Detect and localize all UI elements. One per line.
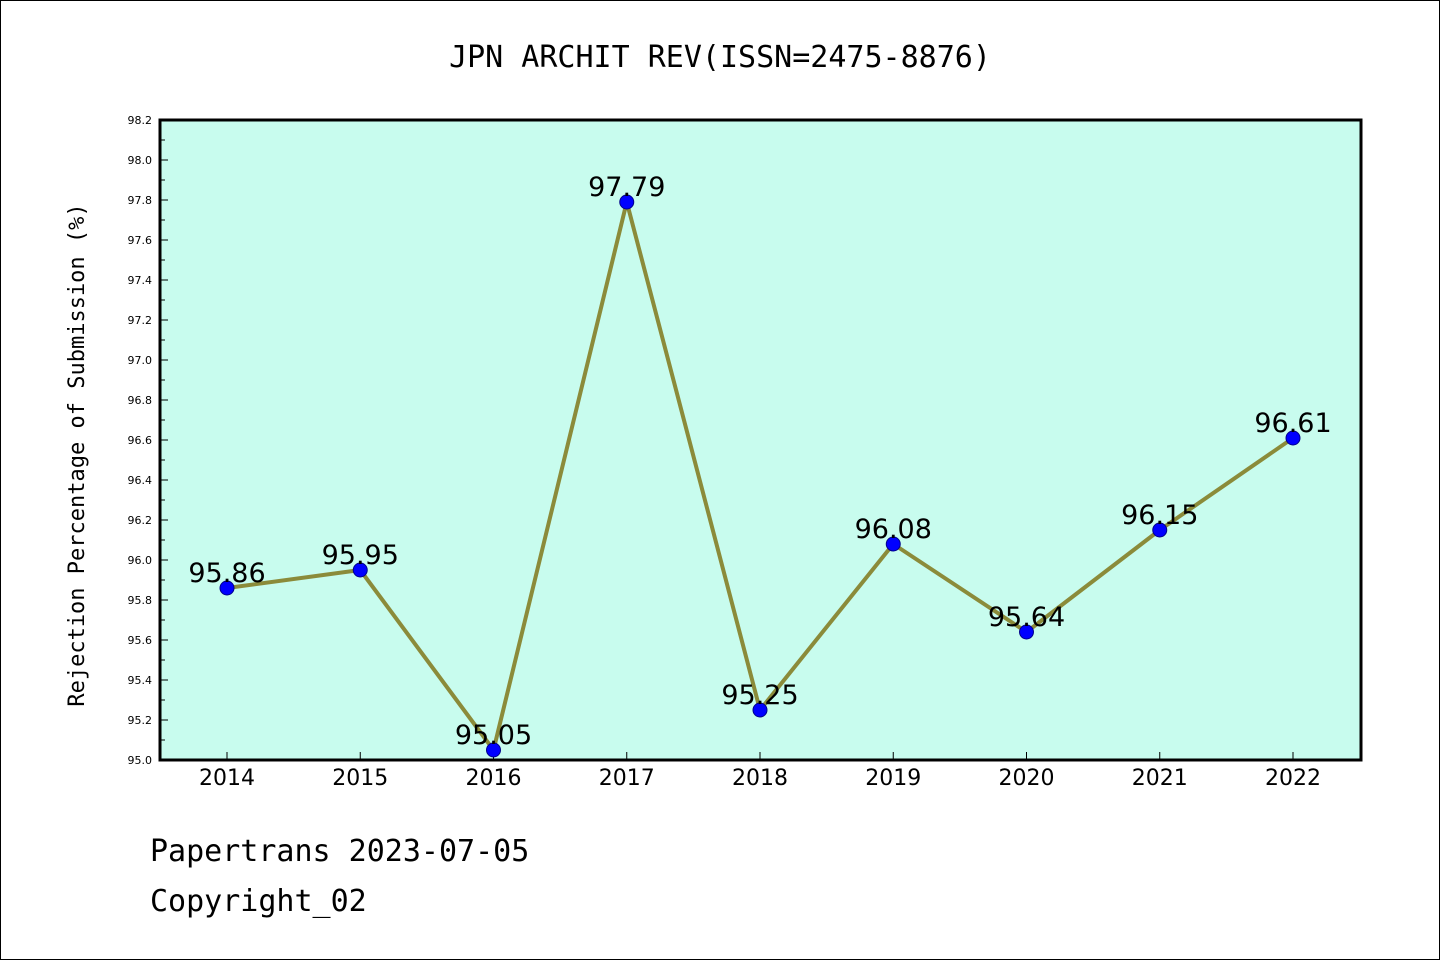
x-axis-ticks: 2014 2015 2016 2017 2018 2019 2020 2021 2022 bbox=[199, 752, 1321, 791]
data-point bbox=[619, 194, 635, 210]
data-label: 96.08 bbox=[855, 514, 932, 545]
x-tick-label: 2022 bbox=[1265, 766, 1321, 791]
x-tick-label: 2017 bbox=[599, 766, 655, 791]
y-axis-label: Rejection Percentage of Submission (%) bbox=[65, 203, 90, 706]
data-labels: 95.86 95.95 95.05 97.79 95.25 96.08 95.64 96.15… bbox=[188, 172, 1331, 751]
y-tick-label: 98.2 bbox=[128, 114, 153, 127]
data-label: 95.64 bbox=[988, 602, 1065, 633]
data-point bbox=[885, 536, 901, 552]
x-tick-label: 2016 bbox=[466, 766, 522, 791]
y-tick-label: 96.6 bbox=[128, 434, 153, 447]
data-label: 95.86 bbox=[188, 558, 265, 589]
y-tick-label: 96.2 bbox=[128, 514, 153, 527]
footer-copyright: Copyright_02 bbox=[150, 884, 367, 919]
data-point bbox=[1152, 522, 1168, 538]
data-points bbox=[219, 194, 1301, 758]
data-label: 97.79 bbox=[588, 172, 665, 203]
data-point bbox=[1285, 430, 1301, 446]
footer-date: Papertrans 2023-07-05 bbox=[150, 834, 530, 869]
x-tick-label: 2020 bbox=[999, 766, 1055, 791]
y-tick-label: 95.0 bbox=[128, 754, 153, 767]
y-tick-label: 97.2 bbox=[128, 314, 153, 327]
data-label: 95.95 bbox=[322, 540, 399, 571]
data-point bbox=[752, 702, 768, 718]
y-tick-label: 97.6 bbox=[128, 234, 153, 247]
y-tick-label: 96.8 bbox=[128, 394, 153, 407]
y-tick-label: 95.4 bbox=[128, 674, 153, 687]
y-tick-label: 96.0 bbox=[128, 554, 153, 567]
data-label: 95.25 bbox=[721, 680, 798, 711]
y-tick-label: 95.6 bbox=[128, 634, 153, 647]
y-tick-label: 98.0 bbox=[128, 154, 153, 167]
data-point bbox=[486, 742, 501, 758]
y-tick-label: 95.8 bbox=[128, 594, 153, 607]
data-label: 96.15 bbox=[1121, 500, 1198, 531]
y-tick-label: 97.0 bbox=[128, 354, 153, 367]
chart-title: JPN ARCHIT REV(ISSN=2475-8876) bbox=[449, 40, 991, 75]
data-point bbox=[352, 562, 368, 578]
x-tick-label: 2014 bbox=[199, 766, 255, 791]
data-point bbox=[1019, 624, 1034, 640]
data-label: 96.61 bbox=[1254, 408, 1331, 439]
data-point bbox=[219, 580, 235, 596]
x-tick-label: 2021 bbox=[1132, 766, 1188, 791]
x-tick-label: 2015 bbox=[332, 766, 388, 791]
plot-area bbox=[158, 118, 1363, 762]
y-tick-label: 95.2 bbox=[128, 714, 153, 727]
y-tick-label: 96.4 bbox=[128, 474, 153, 487]
y-tick-label: 97.8 bbox=[128, 194, 153, 207]
y-tick-label: 97.4 bbox=[128, 274, 153, 287]
y-axis-ticks: 95.0 95.2 95.4 95.6 95.8 96.0 96.2 96.4 96.6 96.8… bbox=[128, 114, 168, 767]
data-label: 95.05 bbox=[455, 720, 532, 751]
x-tick-label: 2019 bbox=[865, 766, 921, 791]
x-tick-label: 2018 bbox=[732, 766, 788, 791]
